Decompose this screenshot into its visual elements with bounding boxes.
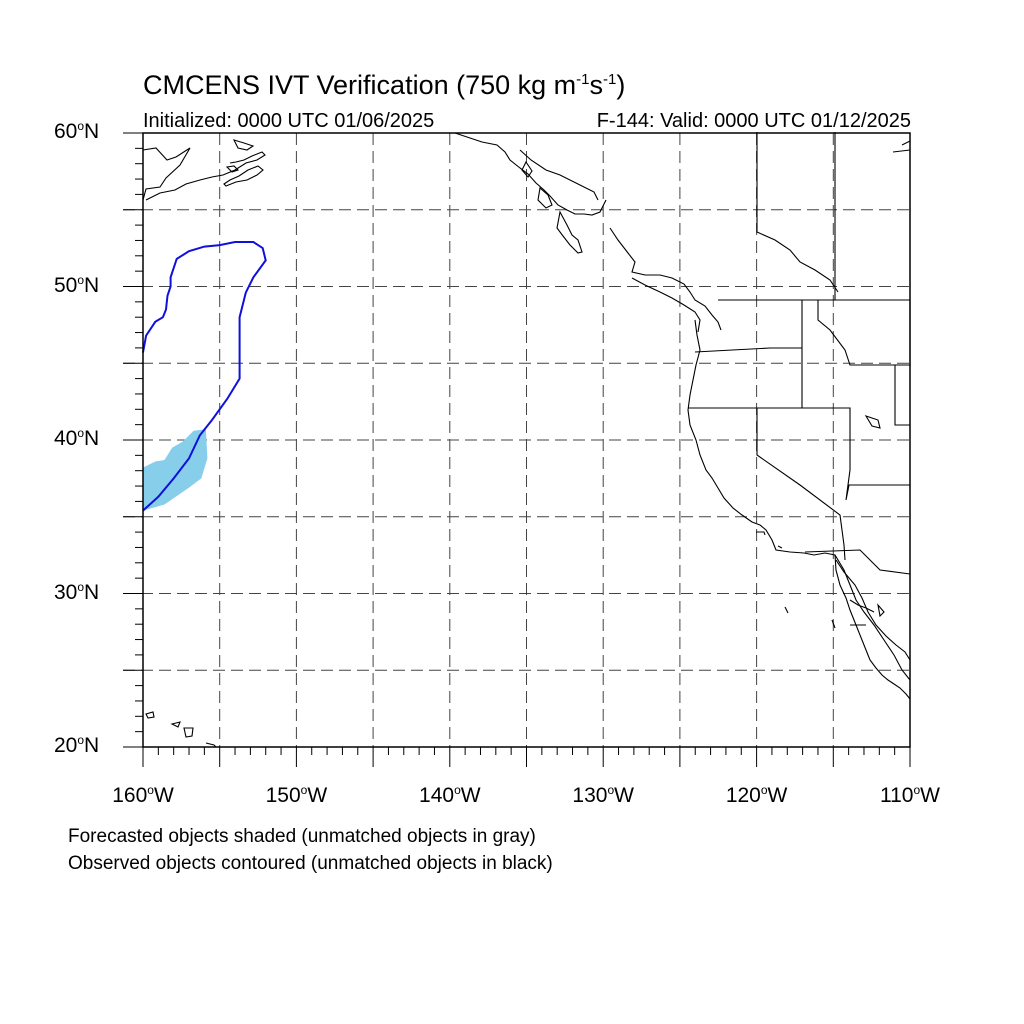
lat-label: 40oN bbox=[54, 426, 100, 450]
valid-time-label: F-144: Valid: 0000 UTC 01/12/2025 bbox=[596, 110, 911, 132]
gridlines bbox=[123, 133, 910, 747]
observed-object bbox=[142, 241, 267, 512]
initialized-label: Initialized: 0000 UTC 01/06/2025 bbox=[143, 110, 435, 132]
observed-legend-note: Observed objects contoured (unmatched ob… bbox=[68, 853, 553, 874]
lat-label: 30oN bbox=[54, 579, 100, 604]
lat-label: 20oN bbox=[54, 733, 100, 757]
lon-label: 160oW bbox=[112, 783, 174, 807]
lon-label: 110oW bbox=[880, 783, 940, 807]
lon-label: 140oW bbox=[419, 783, 481, 807]
forecast-legend-note: Forecasted objects shaded (unmatched obj… bbox=[68, 826, 536, 847]
lat-label: 50oN bbox=[54, 272, 100, 297]
lon-label: 150oW bbox=[265, 783, 328, 807]
map-frame bbox=[142, 132, 911, 748]
coastlines bbox=[142, 132, 911, 748]
axis-ticks bbox=[123, 132, 911, 767]
lon-label: 120oW bbox=[725, 783, 788, 807]
lat-label: 60oN bbox=[54, 119, 100, 143]
lon-label: 130oW bbox=[572, 783, 634, 807]
forecast-object bbox=[143, 429, 208, 511]
map-title: CMCENS IVT Verification (750 kg m-1s-1) bbox=[143, 70, 626, 100]
